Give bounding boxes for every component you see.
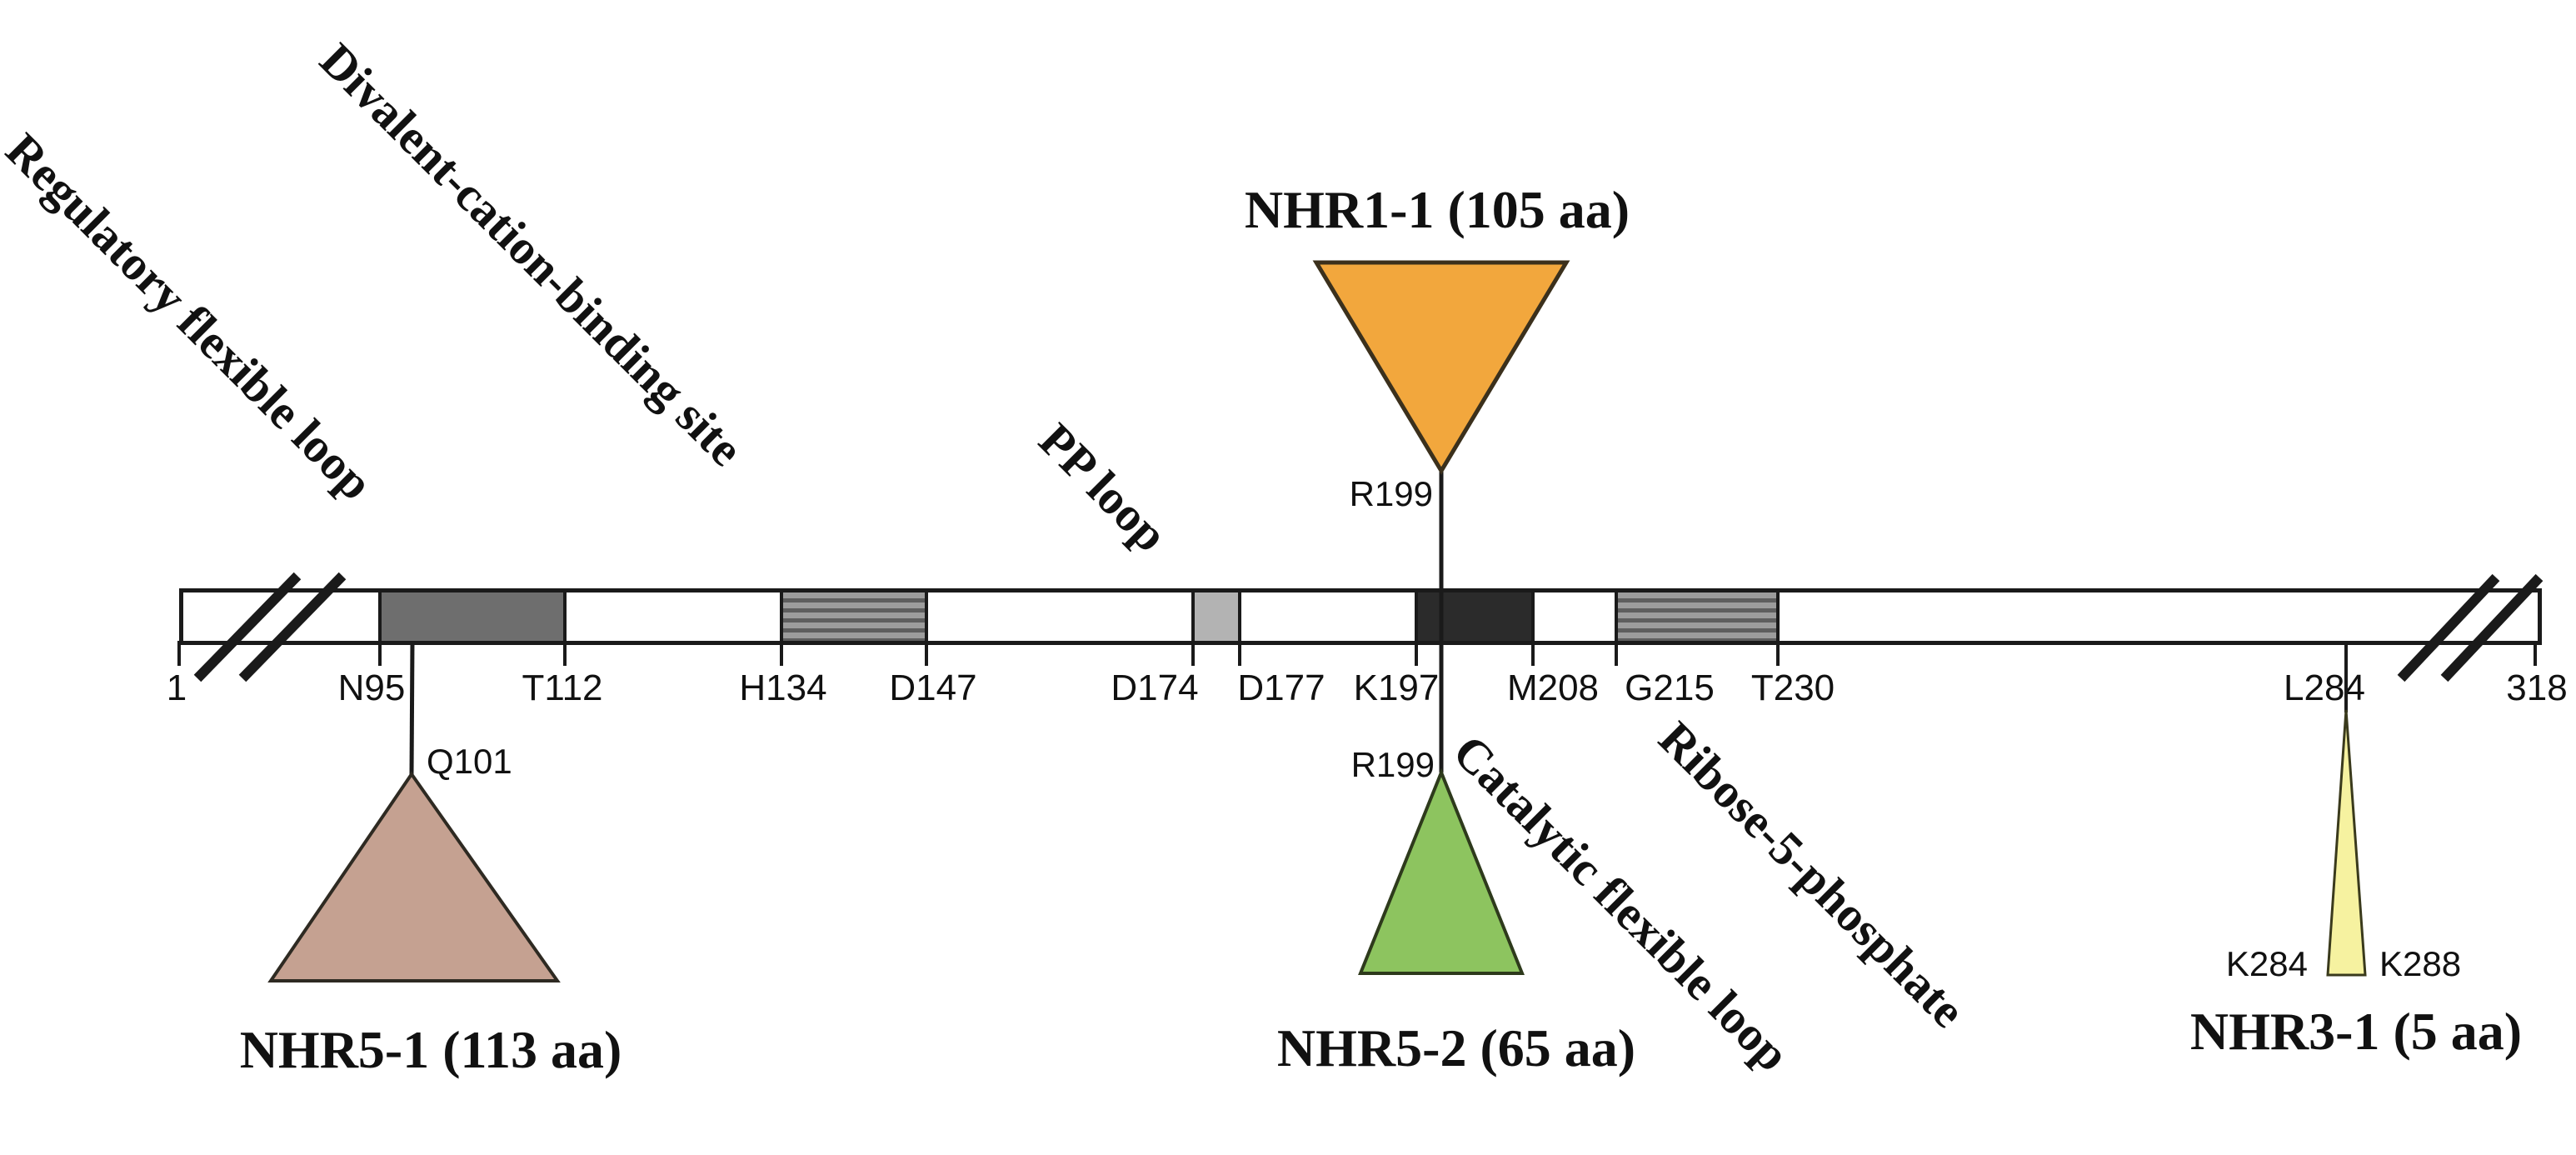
insertion-title-nhr5-1: NHR5-1 (113 aa) — [239, 1020, 622, 1079]
insertion-title-nhr1-1: NHR1-1 (105 aa) — [1244, 180, 1630, 239]
tick-label-l284: L284 — [2284, 668, 2365, 708]
segment-catalytic-flexible-loop — [1415, 592, 1535, 641]
insertion-title-nhr3-1: NHR3-1 (5 aa) — [2189, 1002, 2523, 1061]
tick-d177 — [1238, 641, 1241, 666]
tick-label-m208: M208 — [1506, 668, 1600, 708]
tick-label-1: 1 — [166, 668, 187, 708]
sequence-break-left-slash-2 — [238, 572, 347, 682]
nhr5-2-triangle — [1358, 768, 1525, 975]
tick-318 — [2534, 641, 2537, 666]
site-label-r199-bottom: R199 — [1350, 745, 1435, 784]
site-label-r199-top: R199 — [1349, 474, 1433, 513]
sequence-break-left-slash-1 — [193, 572, 302, 682]
tick-label-n95: N95 — [337, 668, 406, 708]
tick-k197 — [1415, 641, 1418, 666]
tick-d147 — [925, 641, 928, 666]
tick-t230 — [1776, 641, 1780, 666]
site-label-q101: Q101 — [427, 742, 512, 781]
segment-divalent-cation-binding-site — [780, 592, 928, 641]
tick-t112 — [563, 641, 567, 666]
tick-m208 — [1531, 641, 1535, 666]
tick-label-d177: D177 — [1237, 668, 1325, 708]
tick-label-h134: H134 — [739, 668, 827, 708]
nhr3-1-triangle — [2326, 709, 2367, 977]
sequence-break-right-slash-2 — [2440, 573, 2544, 682]
site-label-k288: K288 — [2379, 944, 2462, 983]
tick-1 — [177, 641, 181, 666]
sequence-break-right-slash-1 — [2397, 573, 2500, 682]
tick-d174 — [1191, 641, 1195, 666]
tick-label-t230: T230 — [1750, 668, 1835, 708]
tick-label-g215: G215 — [1625, 668, 1715, 708]
segment-pp-loop — [1191, 592, 1241, 641]
insertion-title-nhr5-2: NHR5-2 (65 aa) — [1276, 1018, 1636, 1078]
nhr5-1-triangle — [267, 771, 561, 982]
tick-label-t112: T112 — [522, 668, 603, 708]
segment-ribose-5-phosphate — [1615, 592, 1780, 641]
tick-label-d147: D147 — [889, 668, 977, 708]
tick-label-d174: D174 — [1111, 668, 1199, 708]
tick-label-318: 318 — [2506, 668, 2568, 708]
tick-n95 — [378, 641, 382, 666]
site-label-k284: K284 — [2225, 944, 2308, 983]
tick-label-k197: K197 — [1353, 668, 1440, 708]
protein-bar — [179, 588, 2542, 645]
nhr1-1-triangle — [1312, 260, 1570, 475]
segment-regulatory-flexible-loop — [378, 592, 567, 641]
tick-h134 — [780, 641, 783, 666]
tick-g215 — [1615, 641, 1618, 666]
